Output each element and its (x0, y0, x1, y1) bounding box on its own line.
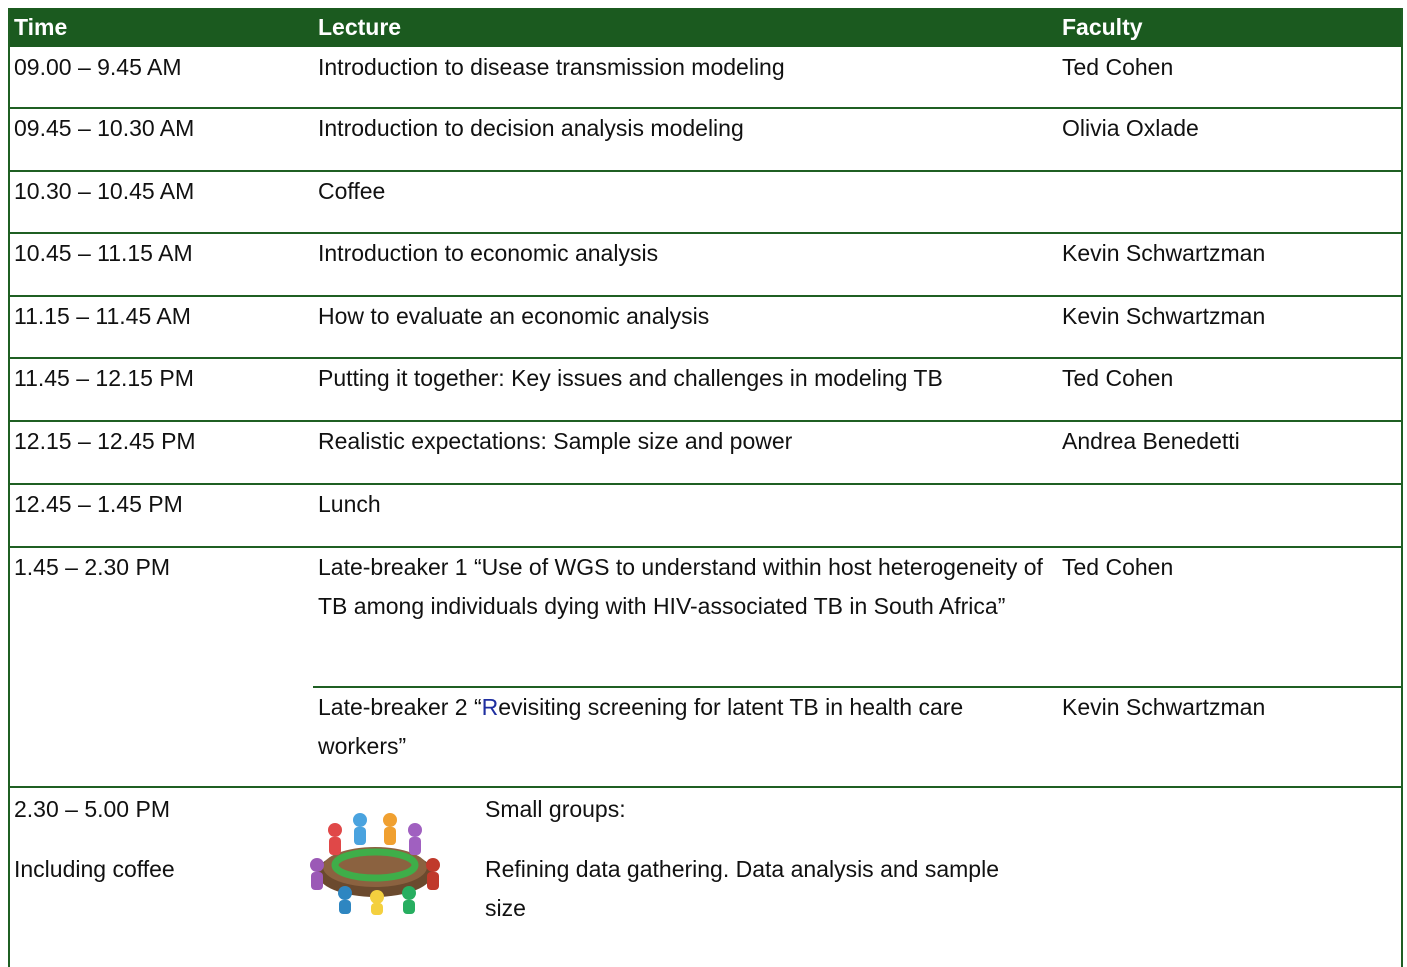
time-cell: 12.45 – 1.45 PM (14, 491, 183, 517)
faculty-cell: Ted Cohen (1062, 365, 1174, 391)
header-lecture: Lecture (318, 14, 402, 40)
row-divider (8, 357, 1403, 359)
faculty-cell: Kevin Schwartzman (1062, 240, 1266, 266)
lecture-cell: Putting it together: Key issues and chal… (318, 365, 943, 391)
row-divider (8, 170, 1403, 172)
faculty-cell: Andrea Benedetti (1062, 428, 1240, 454)
header-row (8, 8, 1403, 47)
row-divider (8, 107, 1403, 109)
lecture-cell: Realistic expectations: Sample size and … (318, 428, 793, 454)
row-divider (8, 483, 1403, 485)
lecture-cell: Lunch (318, 491, 381, 517)
time-cell: 10.45 – 11.15 AM (14, 240, 193, 266)
left-border (8, 8, 10, 967)
lecture-cell: Late-breaker 2 “Revisiting screening for… (318, 688, 1043, 766)
time-note: Including coffee (14, 856, 175, 882)
time-cell: 2.30 – 5.00 PM (14, 796, 170, 822)
lecture-cell: Late-breaker 1 “Use of WGS to understand… (318, 554, 1043, 619)
row-divider (8, 786, 1403, 788)
lecture-cell: Introduction to decision analysis modeli… (318, 115, 744, 141)
faculty-cell: Olivia Oxlade (1062, 115, 1199, 141)
time-cell: 09.45 – 10.30 AM (14, 115, 195, 141)
row-divider (313, 686, 1403, 688)
session-description: Refining data gathering. Data analysis a… (485, 856, 999, 921)
time-cell: 10.30 – 10.45 AM (14, 178, 195, 204)
lecture-cell: Introduction to disease transmission mod… (318, 54, 785, 80)
row-divider (8, 420, 1403, 422)
faculty-cell: Ted Cohen (1062, 554, 1174, 580)
session-title: Small groups: (485, 796, 626, 822)
lecture-text: Late-breaker 2 “ (318, 694, 482, 720)
header-time: Time (14, 14, 68, 40)
time-cell: 11.45 – 12.15 PM (14, 365, 194, 391)
lecture-text: evisiting screening for latent TB in hea… (318, 694, 964, 759)
lecture-cell: How to evaluate an economic analysis (318, 303, 710, 329)
faculty-cell: Kevin Schwartzman (1062, 694, 1266, 720)
lecture-cell: Coffee (318, 178, 386, 204)
time-cell: 12.15 – 12.45 PM (14, 428, 196, 454)
time-cell: 1.45 – 2.30 PM (14, 554, 170, 580)
row-divider (8, 295, 1403, 297)
row-divider (8, 546, 1403, 548)
round-table-illustration (310, 813, 440, 915)
header-faculty: Faculty (1062, 14, 1143, 40)
time-cell: 11.15 – 11.45 AM (14, 303, 191, 329)
row-divider (8, 232, 1403, 234)
lecture-text: R (481, 694, 499, 720)
time-cell: 09.00 – 9.45 AM (14, 54, 182, 80)
lecture-cell: Introduction to economic analysis (318, 240, 659, 266)
faculty-cell: Ted Cohen (1062, 54, 1174, 80)
faculty-cell: Kevin Schwartzman (1062, 303, 1266, 329)
right-border (1401, 8, 1403, 967)
